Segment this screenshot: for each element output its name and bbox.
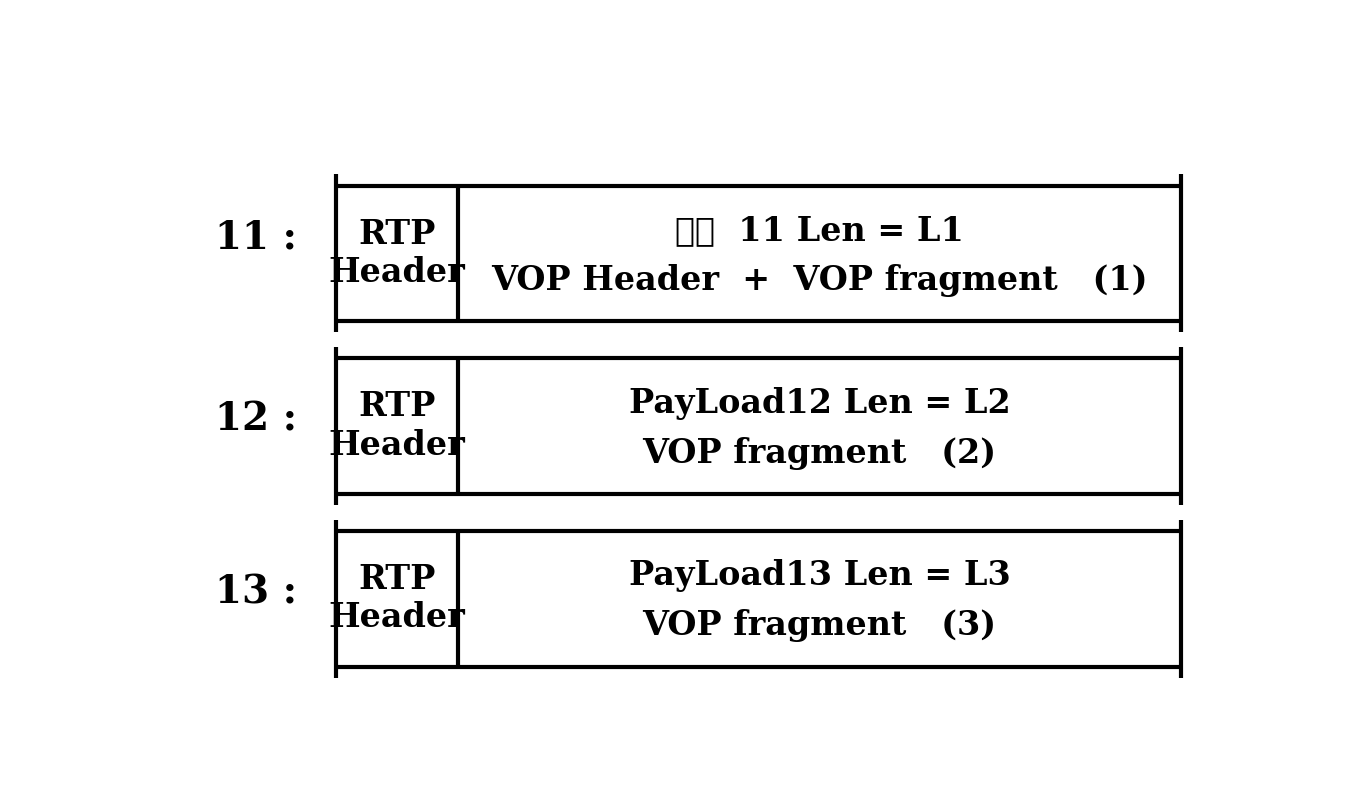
Text: 负载  11 Len = L1: 负载 11 Len = L1: [675, 214, 964, 247]
Text: VOP Header  +  VOP fragment   (1): VOP Header + VOP fragment (1): [491, 264, 1148, 297]
Text: RTP
Header: RTP Header: [329, 218, 466, 289]
Text: VOP fragment   (3): VOP fragment (3): [643, 610, 997, 642]
Text: RTP
Header: RTP Header: [329, 563, 466, 634]
Text: 13 :: 13 :: [215, 574, 298, 612]
Text: 11 :: 11 :: [215, 219, 298, 257]
Text: PayLoad12 Len = L2: PayLoad12 Len = L2: [629, 387, 1010, 420]
Text: VOP fragment   (2): VOP fragment (2): [643, 437, 997, 469]
Text: RTP
Header: RTP Header: [329, 391, 466, 461]
Text: PayLoad13 Len = L3: PayLoad13 Len = L3: [629, 559, 1010, 592]
Text: 12 :: 12 :: [215, 401, 298, 439]
